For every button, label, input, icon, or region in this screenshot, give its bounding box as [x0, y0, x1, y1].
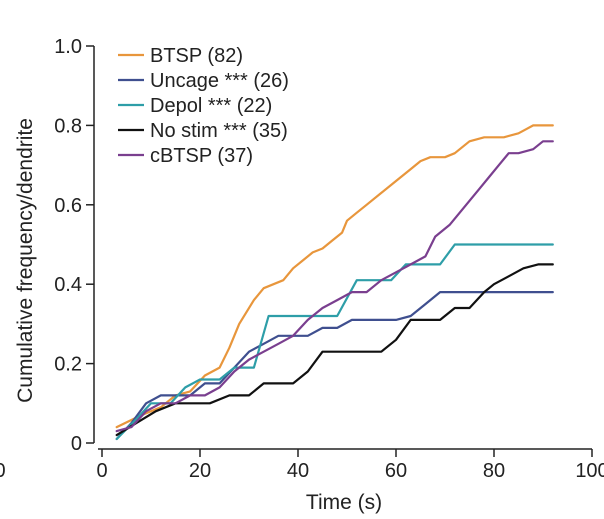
y-tick-label: 1.0	[54, 36, 82, 58]
x-axis-title: Time (s)	[306, 491, 382, 514]
legend-label-0: BTSP (82)	[150, 45, 243, 67]
series-line-1	[115, 291, 554, 441]
y-tick-label: 0.4	[54, 274, 82, 296]
y-axis-title: Cumulative frequency/dendrite	[14, 118, 37, 403]
y-tick-label: 0.6	[54, 195, 82, 217]
series-line-3	[115, 263, 554, 437]
x-tick-label: 60	[385, 460, 407, 482]
legend-label-4: cBTSP (37)	[150, 145, 253, 167]
series-line-4	[115, 140, 554, 433]
stray-tick-label: 0	[0, 460, 6, 482]
x-tick-label: 40	[287, 460, 309, 482]
x-tick-label: 100	[575, 460, 604, 482]
legend-label-2: Depol *** (22)	[150, 95, 272, 117]
series-line-2	[115, 243, 554, 441]
y-tick-label: 0	[71, 433, 82, 455]
x-tick-label: 80	[483, 460, 505, 482]
y-tick-label: 0.8	[54, 115, 82, 137]
x-tick-label: 20	[189, 460, 211, 482]
legend: BTSP (82) Uncage *** (26) Depol *** (22) No…	[118, 45, 289, 167]
x-tick-label: 0	[96, 460, 107, 482]
legend-label-3: No stim *** (35)	[150, 120, 288, 142]
series-layer	[115, 124, 554, 441]
axes: 0 0.2 0.4 0.6 0.8 1.0 0 20 40 60 80 100 0 Time (s) Cum…	[0, 36, 604, 514]
legend-label-1: Uncage *** (26)	[150, 70, 289, 92]
series-line-0	[115, 124, 554, 429]
y-tick-label: 0.2	[54, 354, 82, 376]
